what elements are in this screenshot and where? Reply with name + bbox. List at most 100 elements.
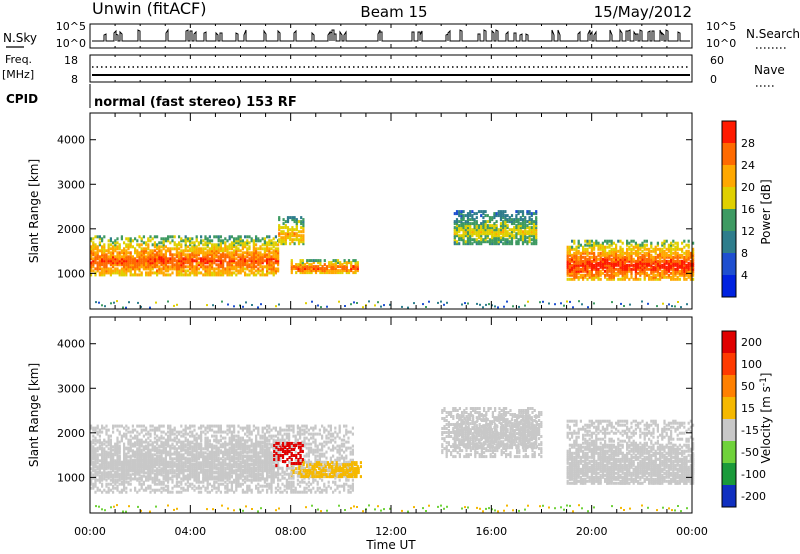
power-cell — [169, 265, 172, 269]
power-cell — [195, 267, 198, 271]
power-cell — [171, 267, 174, 271]
power-cell — [477, 224, 481, 228]
power-cell — [317, 265, 320, 269]
power-cell — [628, 255, 631, 259]
velocity-cell — [499, 430, 503, 434]
power-cell — [263, 265, 266, 269]
power-cell — [310, 267, 313, 271]
power-cell — [601, 249, 604, 253]
power-cell — [665, 261, 668, 265]
power-cell — [595, 241, 598, 245]
power-cell — [120, 271, 123, 275]
power-cell — [480, 238, 483, 242]
power-cell — [208, 265, 211, 269]
nsearch-tick-low: 10^0 — [706, 37, 736, 50]
power-cell — [595, 257, 598, 261]
power-cell — [217, 255, 220, 259]
velocity-cell — [519, 440, 522, 444]
power-cell — [90, 267, 93, 271]
power-cell — [138, 263, 141, 267]
power-cell — [634, 267, 637, 271]
velocity-cell — [573, 451, 576, 455]
power-cell — [173, 267, 176, 271]
power-cell — [648, 247, 651, 251]
power-cell — [572, 306, 574, 309]
power-cell — [482, 224, 485, 228]
velocity-cell — [96, 449, 99, 453]
velocity-cell — [502, 430, 505, 434]
power-cell — [241, 239, 244, 243]
power-cell — [319, 267, 322, 271]
power-cell — [295, 232, 298, 236]
power-cell — [140, 243, 143, 247]
power-cell — [208, 257, 211, 261]
power-cell — [654, 273, 657, 277]
power-cell — [484, 230, 487, 234]
power-cell — [90, 247, 93, 251]
power-cell — [676, 259, 679, 263]
power-cell — [455, 210, 459, 214]
velocity-cell — [191, 449, 194, 453]
power-cell — [211, 253, 214, 257]
velocity-cell — [197, 457, 200, 461]
power-cell — [92, 253, 95, 257]
power-cell — [167, 259, 170, 263]
power-cell — [138, 255, 141, 259]
power-cell — [171, 235, 174, 239]
velocity-cell — [290, 465, 293, 469]
power-cell — [140, 265, 143, 269]
power-cell — [189, 263, 192, 267]
cpid-panel: CPID normal (fast stereo) 153 RF — [6, 84, 297, 110]
cpid-label: CPID — [6, 92, 38, 106]
power-cell — [178, 253, 181, 257]
velocity-cell — [107, 455, 110, 459]
power-cell — [136, 249, 139, 253]
velocity-cell — [103, 477, 106, 481]
power-cell — [527, 300, 529, 303]
power-cell — [149, 235, 152, 239]
power-cell — [215, 249, 218, 253]
power-cell — [289, 228, 292, 232]
power-cell — [94, 247, 97, 251]
power-cell — [586, 259, 589, 263]
velocity-cell — [299, 465, 302, 469]
velocity-cell — [584, 451, 587, 455]
velocity-cell — [167, 465, 170, 469]
power-cell — [94, 257, 97, 261]
power-cell — [286, 236, 290, 240]
power-cell — [230, 245, 233, 249]
power-cell — [573, 239, 576, 243]
power-cell — [239, 243, 242, 247]
power-cell — [147, 273, 150, 277]
power-cell — [692, 267, 695, 271]
power-cell — [586, 251, 589, 255]
velocity-cell — [92, 441, 95, 445]
power-cell — [347, 259, 351, 263]
power-cell — [160, 257, 163, 261]
power-cell — [634, 243, 637, 247]
power-cell — [195, 255, 198, 259]
velocity-cell — [482, 436, 485, 440]
power-cell — [290, 259, 293, 263]
velocity-cell — [488, 430, 492, 434]
nsky-panel: N.Sky 10^5 10^0 10^5 10^0 N.Search — [3, 20, 800, 50]
power-cell — [595, 261, 598, 265]
power-cell — [528, 220, 531, 224]
power-cell — [656, 255, 659, 259]
power-cell — [634, 277, 637, 281]
power-cell — [482, 240, 485, 244]
velocity-cell — [219, 451, 222, 455]
power-cell — [595, 239, 598, 243]
power-cell — [112, 249, 115, 253]
power-cell — [284, 242, 287, 246]
power-cell — [473, 222, 476, 226]
power-cell — [147, 265, 150, 269]
power-cell — [302, 222, 305, 226]
velocity-cell — [473, 424, 476, 428]
power-cell — [228, 251, 231, 255]
power-cell — [224, 267, 227, 271]
power-cell — [92, 259, 95, 263]
power-cell — [277, 263, 280, 267]
power-cell — [491, 224, 494, 228]
power-cell — [354, 263, 357, 267]
